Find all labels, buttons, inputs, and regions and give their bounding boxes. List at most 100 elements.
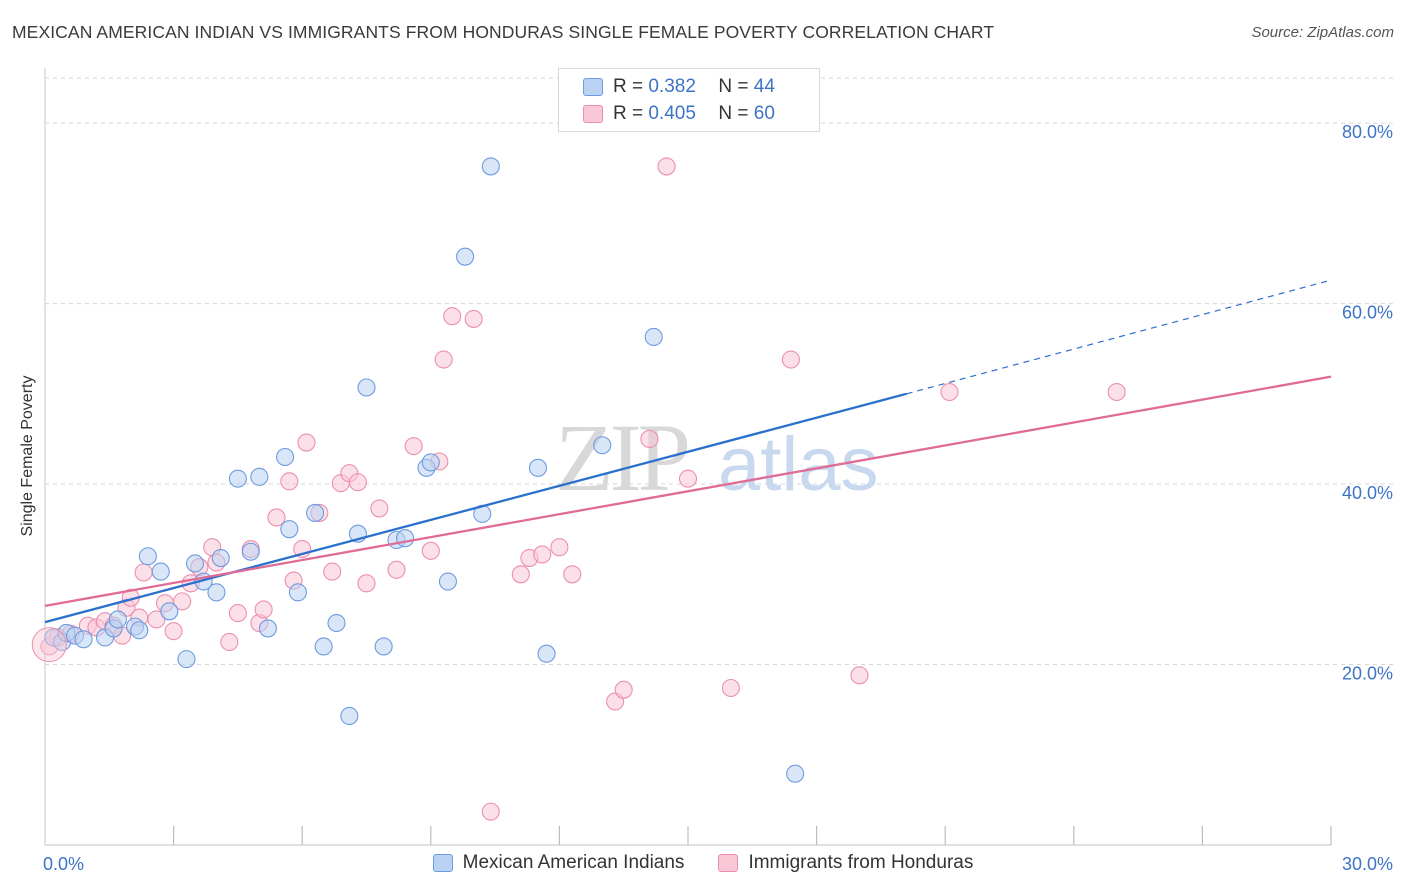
- legend-n-value: 60: [753, 103, 775, 124]
- watermark: ZIP atlas: [555, 404, 879, 511]
- point-immigrants-from-honduras: [220, 632, 239, 652]
- point-immigrants-from-honduras: [533, 545, 552, 564]
- point-immigrants-from-honduras: [357, 574, 376, 593]
- point-mexican-american-indians: [151, 562, 170, 581]
- point-mexican-american-indians: [340, 706, 359, 726]
- legend-swatch-pink: [583, 105, 603, 123]
- point-immigrants-from-honduras: [164, 622, 183, 641]
- point-immigrants-from-honduras: [678, 469, 698, 488]
- chart-title: MEXICAN AMERICAN INDIAN VS IMMIGRANTS FR…: [12, 22, 995, 42]
- legend-r-label: R =: [613, 76, 644, 97]
- legend-item-immigrants-from-honduras: Immigrants from Honduras: [718, 852, 973, 874]
- point-immigrants-from-honduras: [404, 437, 423, 456]
- point-mexican-american-indians: [258, 619, 277, 638]
- point-immigrants-from-honduras: [640, 429, 659, 448]
- point-mexican-american-indians: [160, 602, 179, 621]
- point-immigrants-from-honduras: [443, 307, 462, 326]
- source-label: Source: ZipAtlas.com: [1251, 24, 1394, 41]
- legend-r-label: R =: [613, 103, 644, 124]
- point-immigrants-from-honduras: [147, 610, 166, 629]
- point-mexican-american-indians: [357, 378, 376, 397]
- legend-n-value: 44: [753, 76, 775, 97]
- point-mexican-american-indians: [438, 572, 457, 591]
- point-immigrants-from-honduras: [348, 473, 367, 492]
- point-mexican-american-indians: [130, 621, 149, 640]
- trend-line-immigrants-from-honduras: [44, 375, 1332, 608]
- point-immigrants-from-honduras: [421, 541, 440, 560]
- legend-swatch-blue: [432, 854, 453, 872]
- y-tick-label: 40.0%: [1342, 483, 1393, 503]
- point-immigrants-from-honduras: [134, 563, 153, 582]
- point-immigrants-from-honduras: [31, 627, 67, 663]
- x-tick-label: 0.0%: [43, 854, 84, 874]
- point-mexican-american-indians: [241, 542, 260, 561]
- point-mexican-american-indians: [644, 327, 663, 347]
- point-mexican-american-indians: [528, 458, 548, 477]
- point-mexican-american-indians: [306, 503, 325, 522]
- point-mexican-american-indians: [177, 650, 196, 669]
- point-immigrants-from-honduras: [228, 604, 247, 623]
- point-immigrants-from-honduras: [173, 592, 192, 611]
- legend-label: Immigrants from Honduras: [748, 852, 974, 873]
- point-immigrants-from-honduras: [280, 472, 299, 491]
- point-mexican-american-indians: [280, 520, 299, 539]
- trend-line-mexican-american-indians: [44, 392, 907, 624]
- point-mexican-american-indians: [786, 764, 805, 783]
- series-legend: Mexican American Indians Immigrants from…: [0, 852, 1406, 874]
- point-mexican-american-indians: [250, 467, 269, 486]
- point-mexican-american-indians: [421, 453, 440, 472]
- point-immigrants-from-honduras: [781, 350, 800, 369]
- point-mexican-american-indians: [396, 529, 415, 548]
- point-mexican-american-indians: [314, 637, 333, 656]
- legend-swatch-blue: [583, 78, 603, 96]
- point-immigrants-from-honduras: [267, 508, 286, 527]
- point-immigrants-from-honduras: [614, 680, 633, 699]
- legend-label: Mexican American Indians: [462, 852, 685, 873]
- legend-r-value: 0.382: [648, 76, 696, 97]
- point-immigrants-from-honduras: [370, 499, 389, 518]
- trend-line-extension: [906, 279, 1332, 395]
- legend-swatch-pink: [718, 854, 739, 872]
- point-immigrants-from-honduras: [297, 433, 316, 452]
- legend-row-immigrants-from-honduras: R = 0.405 N = 60: [583, 102, 775, 126]
- point-mexican-american-indians: [481, 157, 500, 176]
- axes: [44, 68, 1332, 846]
- point-immigrants-from-honduras: [323, 562, 342, 581]
- point-immigrants-from-honduras: [511, 565, 530, 584]
- point-immigrants-from-honduras: [254, 600, 273, 619]
- legend-n-label: N =: [718, 76, 749, 97]
- point-mexican-american-indians: [327, 613, 346, 633]
- legend-r-value: 0.405: [648, 103, 696, 124]
- y-tick-label: 20.0%: [1342, 664, 1393, 684]
- point-immigrants-from-honduras: [434, 350, 453, 369]
- point-immigrants-from-honduras: [550, 538, 569, 557]
- point-mexican-american-indians: [228, 469, 247, 488]
- point-immigrants-from-honduras: [387, 560, 406, 579]
- point-immigrants-from-honduras: [464, 309, 483, 328]
- point-mexican-american-indians: [108, 610, 127, 629]
- y-tick-label: 80.0%: [1342, 122, 1393, 142]
- point-mexican-american-indians: [537, 644, 556, 663]
- watermark-atlas: atlas: [718, 422, 879, 507]
- trend-lines: [44, 279, 1332, 624]
- point-mexican-american-indians: [211, 549, 230, 568]
- point-immigrants-from-honduras: [721, 678, 740, 698]
- point-mexican-american-indians: [185, 554, 205, 573]
- y-tick-label: 60.0%: [1342, 303, 1393, 323]
- point-immigrants-from-honduras: [481, 802, 500, 821]
- point-immigrants-from-honduras: [657, 157, 676, 176]
- point-mexican-american-indians: [207, 583, 226, 602]
- point-mexican-american-indians: [456, 247, 475, 266]
- point-immigrants-from-honduras: [850, 666, 869, 685]
- legend-item-mexican-american-indians: Mexican American Indians: [432, 852, 685, 874]
- point-mexican-american-indians: [374, 637, 393, 656]
- point-immigrants-from-honduras: [940, 382, 959, 402]
- x-tick-label: 30.0%: [1342, 854, 1393, 874]
- point-mexican-american-indians: [593, 436, 612, 455]
- point-mexican-american-indians: [276, 447, 295, 467]
- point-immigrants-from-honduras: [563, 565, 582, 584]
- point-mexican-american-indians: [138, 547, 157, 566]
- legend-row-mexican-american-indians: R = 0.382 N = 44: [583, 75, 775, 99]
- point-mexican-american-indians: [74, 630, 93, 649]
